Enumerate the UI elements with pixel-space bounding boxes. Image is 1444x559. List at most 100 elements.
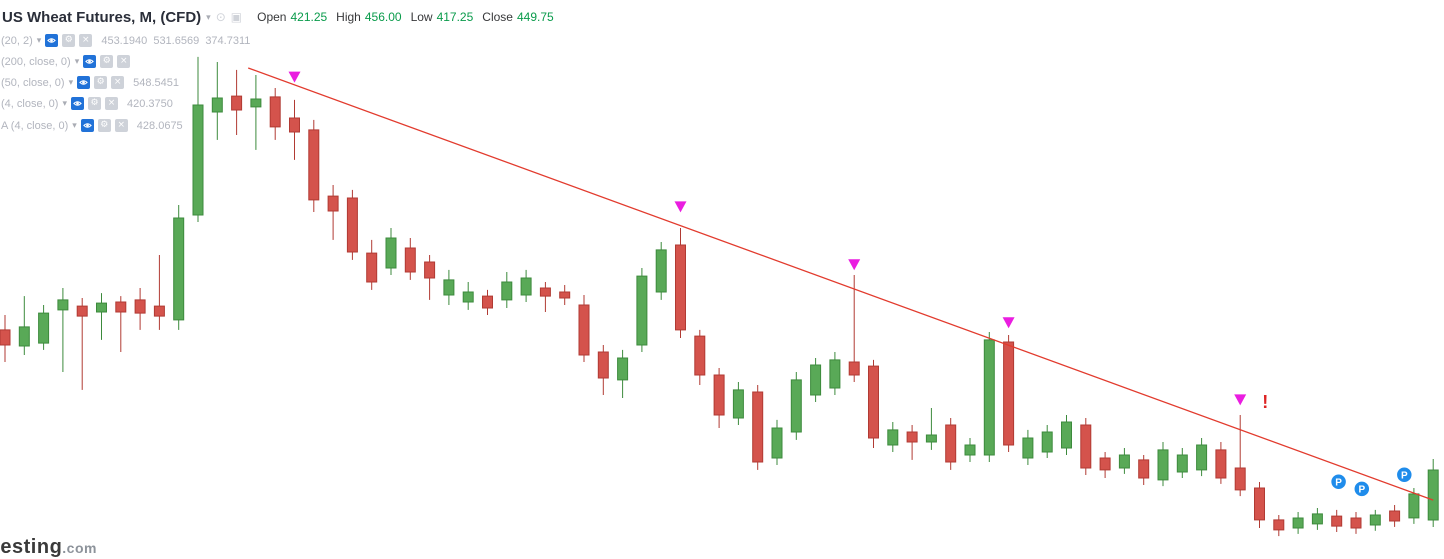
settings-button[interactable]: ⚙ [88, 97, 101, 110]
visibility-toggle-button[interactable] [71, 97, 84, 110]
candle-body [790, 379, 802, 433]
candle-body [1389, 510, 1401, 522]
eye-icon [73, 101, 82, 106]
close-button[interactable]: × [117, 55, 131, 68]
candle-body [675, 244, 686, 331]
down-arrow-marker[interactable] [674, 201, 687, 213]
candle-body [520, 277, 532, 296]
trendline[interactable] [247, 67, 1434, 501]
settings-button[interactable]: ⚙ [100, 55, 114, 68]
chevron-down-icon[interactable]: ▾ [206, 11, 211, 22]
candle-body [713, 374, 725, 416]
publication-badge-label: P [1358, 484, 1365, 495]
indicator-label[interactable]: (200, close, 0) [1, 55, 71, 68]
close-button[interactable]: × [105, 97, 118, 110]
chevron-down-icon[interactable]: ▾ [74, 56, 80, 66]
visibility-toggle-button[interactable] [80, 119, 94, 132]
settings-button[interactable]: ⚙ [97, 119, 111, 132]
open-value: 421.25 [290, 10, 328, 24]
candle-body [810, 364, 822, 396]
candle-body [250, 98, 262, 108]
candle-body [1427, 469, 1439, 521]
candle-body [1138, 459, 1150, 479]
close-label: Close [482, 10, 513, 24]
chevron-down-icon[interactable]: ▾ [72, 120, 77, 130]
candle-body [617, 357, 629, 381]
chevron-down-icon[interactable]: ▾ [36, 35, 42, 45]
header-eye-icon[interactable]: ⊙ [215, 10, 226, 24]
indicator-values: 428.0675 [136, 119, 183, 132]
symbol-header: US Wheat Futures, M, (CFD) ▾ ⊙ ▣ Open 42… [2, 7, 563, 27]
settings-button[interactable]: ⚙ [94, 76, 108, 89]
candle-body [1176, 454, 1188, 473]
visibility-toggle-button[interactable] [83, 55, 97, 68]
candle-body [1311, 513, 1323, 525]
chevron-down-icon[interactable]: ▾ [62, 98, 67, 108]
candle-body [655, 249, 667, 293]
candle-body [1369, 514, 1381, 526]
close-button[interactable]: × [111, 76, 125, 89]
candle-body [443, 279, 455, 296]
close-button[interactable]: × [79, 34, 93, 47]
publication-badge-label: P [1401, 470, 1408, 481]
indicator-label[interactable]: (50, close, 0) [1, 76, 65, 89]
candle-body [211, 97, 223, 113]
alert-exclamation[interactable]: ! [1262, 392, 1268, 412]
header-settings-icon[interactable]: ▣ [230, 10, 243, 24]
ohlc-readout: Open 421.25 High 456.00 Low 417.25 Close… [257, 10, 563, 24]
candle-body [1003, 341, 1015, 446]
candle-body [1215, 449, 1227, 479]
candle-body [173, 217, 185, 321]
candle-body [1254, 487, 1265, 521]
indicator-values: 548.5451 [133, 76, 180, 89]
publication-badge[interactable] [1329, 473, 1348, 491]
indicator-row: (50, close, 0) ▾ ⚙ × 548.5451 [1, 75, 179, 90]
visibility-toggle-button[interactable] [77, 76, 91, 89]
candle-body [1061, 421, 1072, 449]
settings-button[interactable]: ⚙ [62, 34, 76, 47]
candle-body [1234, 467, 1246, 491]
candle-body [1292, 517, 1304, 529]
candle-body [964, 444, 976, 456]
down-arrow-marker[interactable] [848, 259, 861, 271]
indicator-row: (4, close, 0) ▾ ⚙ × 420.3750 [1, 96, 173, 111]
down-arrow-marker[interactable] [1002, 317, 1015, 329]
close-button[interactable]: × [114, 119, 128, 132]
candle-body [694, 335, 706, 376]
candle-body [752, 391, 764, 463]
publication-badge[interactable] [1395, 466, 1414, 484]
candle-body [346, 197, 358, 253]
down-arrow-marker[interactable] [288, 71, 301, 83]
close-value: 449.75 [516, 10, 554, 24]
symbol-title[interactable]: US Wheat Futures, M, (CFD) [2, 8, 202, 26]
eye-icon [85, 59, 95, 64]
visibility-toggle-button[interactable] [45, 34, 59, 47]
candle-body [1331, 515, 1343, 527]
candle-body [983, 339, 995, 456]
candle-body [578, 304, 590, 356]
candle-body [96, 302, 107, 313]
candle-body [1350, 517, 1362, 529]
indicator-label[interactable]: A (4, close, 0) [1, 119, 69, 132]
candle-body [153, 305, 165, 317]
candle-body [76, 305, 88, 317]
indicator-label[interactable]: (20, 2) [1, 34, 33, 47]
indicator-label[interactable]: (4, close, 0) [1, 97, 59, 110]
candle-body [1273, 519, 1285, 531]
chevron-down-icon[interactable]: ▾ [68, 77, 74, 87]
indicator-row: A (4, close, 0) ▾ ⚙ × 428.0675 [1, 118, 183, 133]
candle-body [1196, 444, 1208, 471]
publication-badge[interactable] [1353, 480, 1371, 498]
candle-body [1099, 457, 1111, 471]
indicator-values: 453.1940 531.6569 374.7311 [101, 34, 251, 47]
high-label: High [336, 10, 361, 24]
candle-body [0, 329, 11, 346]
candle-body [771, 427, 783, 459]
down-arrow-marker[interactable] [1234, 394, 1247, 406]
candle-body [231, 95, 243, 111]
low-value: 417.25 [436, 10, 474, 24]
eye-icon [82, 123, 92, 128]
candle-body [887, 429, 899, 446]
